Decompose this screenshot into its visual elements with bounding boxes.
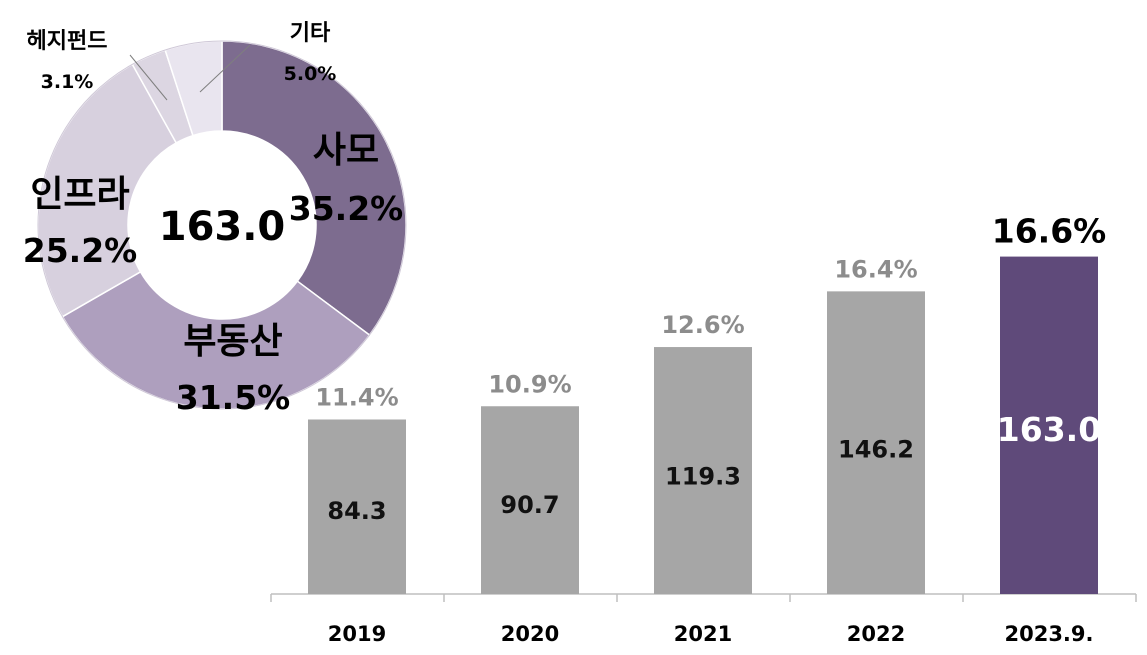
donut-slice-1 [221,40,407,337]
x-tick-label: 2022 [847,622,905,646]
bar-2022 [827,291,925,594]
bar-value-label: 146.2 [838,436,914,464]
bar-2019 [308,419,406,594]
donut-slice-name: 기타 [290,21,331,46]
bar-growth-label: 16.4% [834,255,917,283]
leader-line [129,54,168,101]
donut-slice-percent: 5.0% [284,63,337,85]
bar-value-label: 119.3 [665,462,741,490]
bar-value-label: 90.7 [500,491,559,519]
donut-slice-percent: 3.1% [41,71,94,93]
bar-2020 [481,406,579,594]
donut-slice-name: 헤지펀드 [27,29,108,54]
x-tick-label: 2021 [674,622,732,646]
bar-2023.9. [1000,256,1098,594]
x-tick-label: 2023.9. [1004,622,1093,646]
donut-chart: 163.0 사모 35.2% 부동산 31.5% 인프라 25.2% 헤지펀드 3.1% 기타 5.… [23,21,407,417]
x-tick-label: 2019 [328,622,386,646]
bar-growth-label: 10.9% [488,370,571,398]
donut-outline [37,40,407,410]
donut-slice-name: 부동산 [183,321,282,362]
donut-slice-percent: 25.2% [23,231,138,270]
donut-slice-percent: 31.5% [176,378,291,417]
leader-line [199,44,251,93]
bar-chart: 84.3 11.4% 2019 90.7 10.9% 2020 119.3 12.6% 2021… [270,212,1137,646]
bar-value-label: 84.3 [327,497,386,525]
bar-growth-label: 11.4% [315,383,398,411]
donut-slice-name: 사모 [313,130,379,171]
bar-2021 [654,347,752,594]
bar-value-label: 163.0 [997,410,1101,449]
bar-growth-label: 16.6% [992,212,1107,251]
donut-center-label: 163.0 [159,204,286,250]
x-tick-label: 2020 [501,622,559,646]
donut-slice-name: 인프라 [30,174,129,215]
donut-slice-percent: 35.2% [289,189,404,228]
bar-growth-label: 12.6% [661,311,744,339]
